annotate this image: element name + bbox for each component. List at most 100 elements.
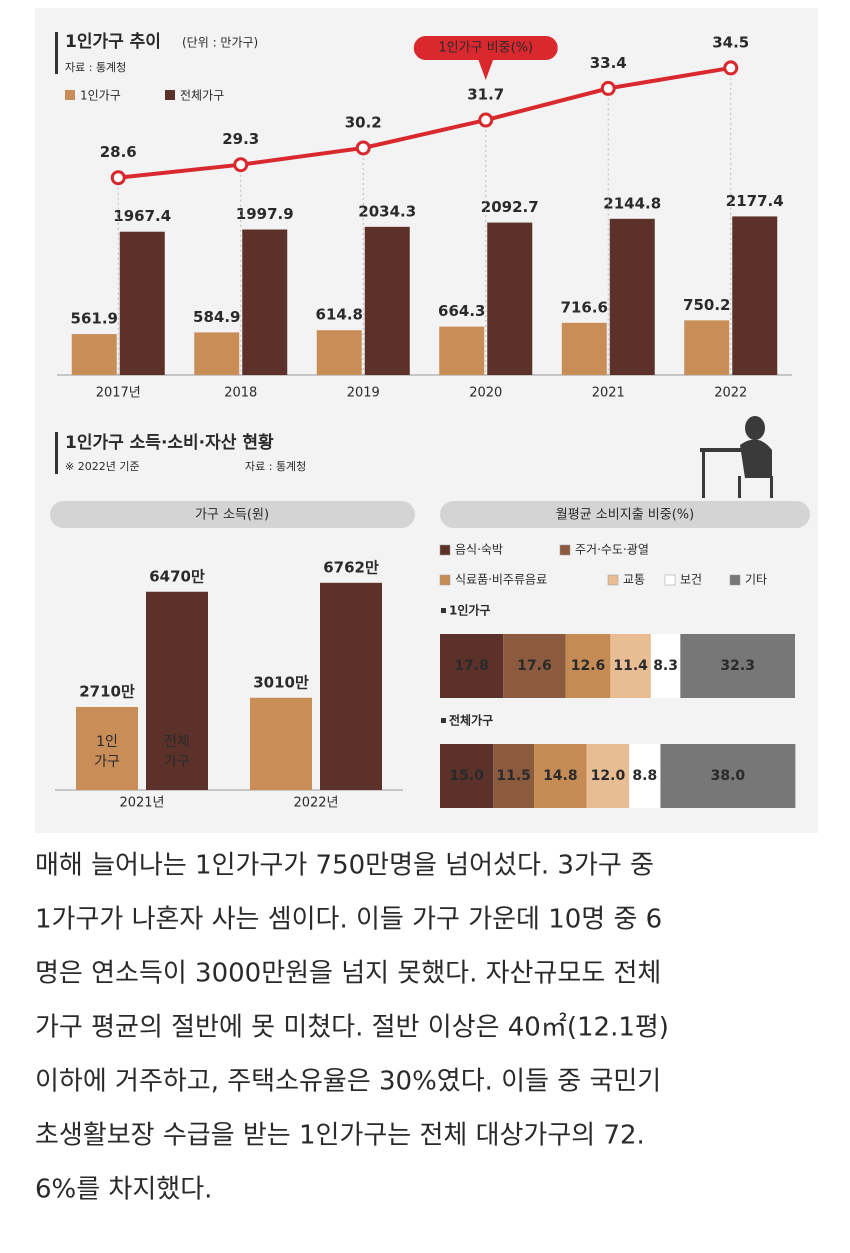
- legend-label: 식료품·비주류음료: [455, 573, 547, 587]
- legend-swatch: [664, 574, 676, 586]
- category-label: 1인가구: [449, 603, 490, 618]
- bar: [316, 330, 362, 375]
- bar-segment: [650, 634, 681, 698]
- bar-segment: [534, 744, 587, 808]
- line-point: [233, 157, 249, 173]
- value-label: 29.3: [222, 130, 259, 148]
- bar: [439, 326, 485, 375]
- line-point: [723, 60, 739, 76]
- callout: [413, 36, 558, 60]
- legend-swatch: [729, 574, 741, 586]
- line: [118, 65, 732, 180]
- article-line: 6%를 차지했다.: [35, 1175, 212, 1205]
- bar-segment: [440, 634, 504, 698]
- section-note: ※ 2022년 기준: [65, 460, 140, 473]
- value-label: 2710만: [79, 682, 135, 700]
- value-label: 33.4: [590, 54, 627, 72]
- bar-segment: [565, 634, 611, 698]
- x-tick-label: 2018: [224, 386, 257, 401]
- bar: [320, 582, 382, 790]
- bar: [119, 231, 165, 375]
- bar-segment: [493, 744, 535, 808]
- legend-swatch: [607, 574, 619, 586]
- article-line: 명은 연소득이 3000만원을 넘지 못했다. 자산규모도 전체: [35, 959, 661, 989]
- bar-segment: [660, 744, 796, 808]
- section-source: 자료 : 통계청: [245, 460, 306, 473]
- series-name: 가구: [94, 754, 120, 770]
- x-tick-label: 2017년: [96, 386, 141, 401]
- value-label: 14.8: [543, 768, 578, 784]
- x-tick-label: 2021: [592, 386, 625, 401]
- bar: [76, 706, 138, 790]
- x-tick-label: 2021년: [119, 796, 164, 811]
- series-name: 전체: [164, 734, 190, 750]
- legend-label: 1인가구 비중(%): [438, 41, 533, 56]
- value-label: 15.0: [449, 768, 484, 784]
- value-label: 1997.9: [236, 205, 294, 223]
- value-label: 2092.7: [481, 198, 539, 216]
- legend-label: 기타: [745, 573, 767, 587]
- x-tick-label: 2022년: [293, 796, 338, 811]
- value-label: 31.7: [467, 86, 504, 104]
- bar: [561, 322, 607, 375]
- bar: [71, 334, 117, 375]
- legend-label: 주거·수도·광열: [575, 543, 649, 557]
- bar: [194, 332, 240, 375]
- series-name: 가구: [164, 754, 190, 770]
- legend-swatch: [439, 544, 451, 556]
- x-tick-label: 2020: [469, 386, 502, 401]
- decorative-figure: [700, 416, 773, 498]
- article-line: 매해 늘어나는 1인가구가 750만명을 넘어섰다. 3가구 중: [35, 851, 654, 881]
- legend-label: 1인가구: [80, 89, 121, 103]
- line-point: [600, 80, 616, 96]
- value-label: 8.8: [632, 768, 657, 784]
- bar: [364, 226, 410, 375]
- bar: [250, 697, 312, 790]
- legend-label: 보건: [680, 573, 702, 587]
- value-label: 12.6: [571, 658, 606, 674]
- bar-segment: [440, 744, 494, 808]
- value-label: 561.9: [71, 310, 118, 328]
- value-label: 8.3: [653, 658, 678, 674]
- bar-segment: [610, 634, 651, 698]
- value-label: 11.4: [613, 658, 648, 674]
- value-label: 6762만: [323, 558, 379, 576]
- value-label: 6470만: [149, 567, 205, 585]
- line-point: [478, 112, 494, 128]
- article-line: 가구 평균의 절반에 못 미쳤다. 절반 이상은 40㎡(12.1평): [35, 1013, 669, 1043]
- legend-swatch: [65, 90, 75, 100]
- title-rule: [55, 432, 58, 474]
- category-label: 전체가구: [449, 713, 493, 728]
- category-bullet: [441, 718, 446, 723]
- article-line: 이하에 거주하고, 주택소유율은 30%였다. 이들 중 국민기: [35, 1067, 661, 1097]
- article-line: 초생활보장 수급을 받는 1인가구는 전체 대상가구의 72.: [35, 1121, 645, 1151]
- chart-title: 1인가구 추이: [65, 32, 161, 52]
- x-tick-label: 2019: [347, 386, 380, 401]
- value-label: 17.6: [517, 658, 552, 674]
- subtitle-pill: [440, 501, 810, 528]
- bar: [146, 591, 208, 790]
- value-label: 584.9: [193, 308, 240, 326]
- unit-note: (단위 : 만가구): [182, 36, 258, 50]
- bar-segment: [629, 744, 661, 808]
- value-label: 17.8: [454, 658, 489, 674]
- value-label: 1967.4: [113, 207, 171, 225]
- chart-title: 월평균 소비지출 비중(%): [556, 508, 694, 523]
- bar-segment: [586, 744, 630, 808]
- value-label: 716.6: [561, 298, 608, 316]
- value-label: 664.3: [438, 302, 485, 320]
- value-label: 3010만: [253, 673, 309, 691]
- bar: [609, 218, 655, 375]
- legend-label: 전체가구: [180, 89, 224, 103]
- value-label: 614.8: [316, 306, 363, 324]
- bar-segment: [680, 634, 795, 698]
- legend-label: 음식·숙박: [455, 543, 503, 557]
- legend-swatch: [165, 90, 175, 100]
- line-point: [110, 170, 126, 186]
- source-note: 자료 : 통계청: [65, 61, 126, 74]
- value-label: 12.0: [591, 768, 626, 784]
- value-label: 32.3: [720, 658, 755, 674]
- value-label: 28.6: [100, 143, 137, 161]
- subtitle-pill: [50, 501, 415, 528]
